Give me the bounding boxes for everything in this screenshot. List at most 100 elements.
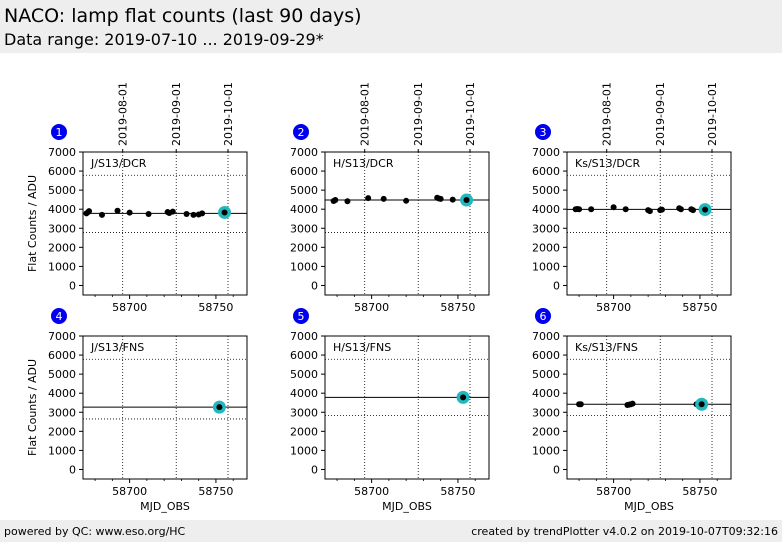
y-tick-label: 1000 bbox=[290, 260, 318, 273]
y-axis-label: Flat Counts / ADU bbox=[26, 175, 39, 272]
y-tick-label: 6000 bbox=[532, 349, 560, 362]
y-tick-label: 1000 bbox=[532, 444, 560, 457]
y-tick-label: 3000 bbox=[290, 406, 318, 419]
panel-number-badge bbox=[293, 308, 309, 324]
y-tick-label: 4000 bbox=[532, 387, 560, 400]
panel-number-badge bbox=[535, 308, 551, 324]
y-tick-label: 5000 bbox=[290, 368, 318, 381]
date-label: 2019-09-01 bbox=[170, 82, 183, 146]
data-point bbox=[199, 210, 206, 217]
data-point bbox=[576, 206, 583, 213]
plot-panel-1: 0 1000 2000 3000 4000 5000 6000 7000 58700 58750 2… bbox=[26, 82, 248, 314]
x-axis-label: MJD_OBS bbox=[382, 500, 432, 513]
x-tick-label: 58750 bbox=[682, 301, 717, 314]
data-point bbox=[403, 197, 410, 204]
x-tick-label: 58750 bbox=[440, 301, 475, 314]
plot-panel-5: 0 1000 2000 3000 4000 5000 6000 7000 58700 58750 H… bbox=[290, 308, 490, 513]
y-tick-label: 2000 bbox=[532, 425, 560, 438]
page-subtitle: Data range: 2019-07-10 ... 2019-09-29* bbox=[4, 30, 324, 49]
panel-number: 6 bbox=[540, 310, 547, 323]
latest-point bbox=[460, 394, 467, 401]
y-tick-label: 0 bbox=[311, 463, 318, 476]
panel-number-badge bbox=[51, 308, 67, 324]
panel-number-badge bbox=[51, 124, 67, 140]
y-tick-label: 6000 bbox=[48, 165, 76, 178]
y-tick-label: 3000 bbox=[532, 222, 560, 235]
y-tick-label: 5000 bbox=[532, 184, 560, 197]
latest-point bbox=[221, 209, 228, 216]
plot-frame bbox=[566, 151, 732, 296]
date-label: 2019-08-01 bbox=[359, 82, 372, 146]
plot-frame bbox=[566, 335, 732, 480]
data-point bbox=[658, 206, 665, 213]
data-point bbox=[437, 195, 444, 202]
y-tick-label: 1000 bbox=[290, 444, 318, 457]
y-tick-label: 7000 bbox=[48, 146, 76, 159]
x-tick-label: 58700 bbox=[596, 485, 631, 498]
y-tick-label: 6000 bbox=[48, 349, 76, 362]
y-tick-label: 6000 bbox=[290, 165, 318, 178]
y-tick-label: 3000 bbox=[48, 222, 76, 235]
plot-area bbox=[567, 336, 731, 479]
panel-number: 4 bbox=[56, 310, 63, 323]
y-tick-label: 7000 bbox=[48, 330, 76, 343]
data-point bbox=[344, 198, 351, 205]
x-tick-label: 58750 bbox=[440, 485, 475, 498]
data-point bbox=[588, 206, 595, 213]
y-tick-label: 4000 bbox=[532, 203, 560, 216]
panel-label: Ks/S13/FNS bbox=[575, 341, 638, 354]
y-tick-label: 3000 bbox=[290, 222, 318, 235]
x-tick-label: 58700 bbox=[354, 301, 389, 314]
y-tick-label: 0 bbox=[311, 279, 318, 292]
data-point bbox=[610, 204, 617, 211]
data-point bbox=[629, 400, 636, 407]
y-tick-label: 4000 bbox=[48, 203, 76, 216]
y-tick-label: 4000 bbox=[48, 387, 76, 400]
data-point bbox=[145, 210, 152, 217]
x-axis-label: MJD_OBS bbox=[140, 500, 190, 513]
data-point bbox=[365, 195, 372, 202]
y-tick-label: 4000 bbox=[290, 203, 318, 216]
y-tick-label: 2000 bbox=[532, 241, 560, 254]
y-tick-label: 3000 bbox=[48, 406, 76, 419]
panel-label: J/S13/DCR bbox=[90, 157, 147, 170]
data-point bbox=[86, 208, 93, 215]
y-tick-label: 5000 bbox=[290, 184, 318, 197]
date-label: 2019-09-01 bbox=[654, 82, 667, 146]
plot-frame bbox=[324, 335, 490, 480]
y-tick-label: 6000 bbox=[290, 349, 318, 362]
date-label: 2019-08-01 bbox=[601, 82, 614, 146]
panel-label: J/S13/FNS bbox=[90, 341, 144, 354]
y-tick-label: 2000 bbox=[48, 241, 76, 254]
plot-area bbox=[83, 336, 247, 479]
x-tick-label: 58750 bbox=[682, 485, 717, 498]
y-tick-label: 5000 bbox=[532, 368, 560, 381]
panel-label: H/S13/DCR bbox=[333, 157, 394, 170]
x-tick-label: 58700 bbox=[596, 301, 631, 314]
y-tick-label: 5000 bbox=[48, 368, 76, 381]
y-tick-label: 6000 bbox=[532, 165, 560, 178]
data-point bbox=[677, 206, 684, 213]
x-axis-label: MJD_OBS bbox=[624, 500, 674, 513]
panel-label: H/S13/FNS bbox=[333, 341, 391, 354]
plot-panel-4: 0 1000 2000 3000 4000 5000 6000 7000 58700 58750 J… bbox=[26, 308, 248, 513]
plot-panel-3: 0 1000 2000 3000 4000 5000 6000 7000 58700 58750 2… bbox=[532, 82, 732, 314]
panel-number: 1 bbox=[56, 126, 63, 139]
date-label: 2019-09-01 bbox=[412, 82, 425, 146]
y-tick-label: 2000 bbox=[290, 241, 318, 254]
footer-timestamp: created by trendPlotter v4.0.2 on 2019-1… bbox=[471, 525, 778, 538]
panel-number-badge bbox=[535, 124, 551, 140]
y-tick-label: 2000 bbox=[290, 425, 318, 438]
x-tick-label: 58750 bbox=[198, 485, 233, 498]
data-point bbox=[332, 197, 339, 204]
plot-area bbox=[325, 152, 489, 295]
footer: powered by QC: www.eso.org/HC created by… bbox=[0, 520, 782, 542]
data-point bbox=[126, 209, 133, 216]
y-tick-label: 0 bbox=[69, 279, 76, 292]
x-tick-label: 58700 bbox=[354, 485, 389, 498]
y-tick-label: 7000 bbox=[290, 146, 318, 159]
data-point bbox=[449, 196, 456, 203]
date-label: 2019-10-01 bbox=[706, 82, 719, 146]
x-tick-label: 58700 bbox=[112, 301, 147, 314]
y-tick-label: 7000 bbox=[290, 330, 318, 343]
